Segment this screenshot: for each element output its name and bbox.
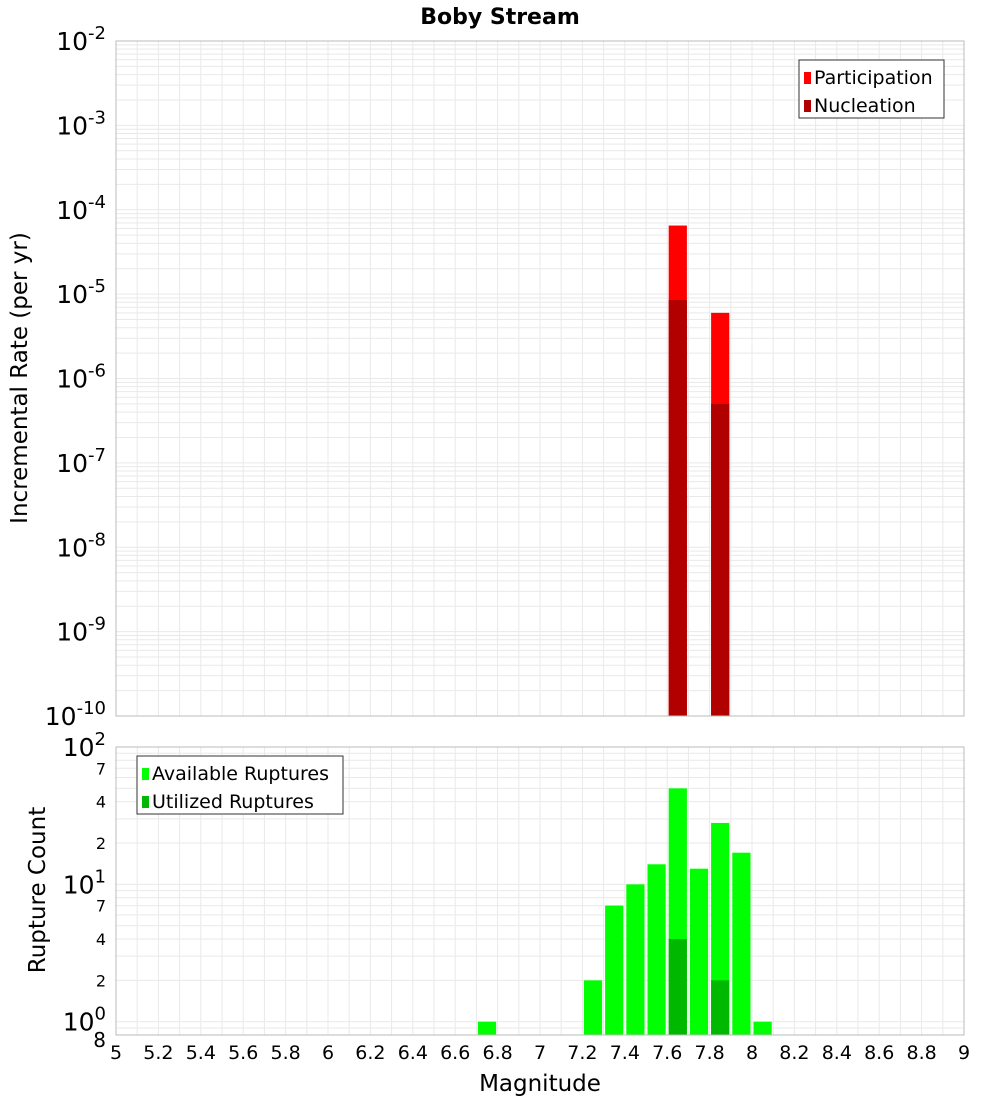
bar (583, 980, 603, 1035)
y-tick-label: 2 (96, 834, 106, 853)
bar (732, 852, 751, 1035)
x-tick-label: 8.4 (822, 1042, 852, 1064)
legend-swatch (142, 768, 149, 780)
x-tick-label: 9 (958, 1042, 970, 1064)
bar (711, 403, 730, 716)
x-tick-label: 5.4 (186, 1042, 216, 1064)
x-tick-label: 6 (322, 1042, 334, 1064)
top-plot-panel: 10-10 10-9 10-8 10-7 10-6 10-5 10-4 10-3 10-2 Par… (45, 23, 965, 731)
y-tick-label: 102 (63, 729, 106, 762)
x-tick-label: 5.6 (228, 1042, 258, 1064)
legend-label: Nucleation (814, 95, 916, 117)
y-tick-label: 2 (96, 971, 106, 990)
bottom-y-axis-label: Rupture Count (25, 807, 51, 973)
plot-frame (115, 746, 965, 1036)
x-tick-label: 6.2 (355, 1042, 385, 1064)
x-tick-label: 5.2 (143, 1042, 173, 1064)
y-gridlines (116, 752, 964, 1029)
y-tick-label: 100 (63, 1004, 106, 1037)
legend-box (136, 755, 344, 815)
bar (477, 1021, 497, 1035)
x-tick-label: 8.2 (779, 1042, 809, 1064)
y-gridlines (116, 44, 964, 692)
bar (711, 980, 730, 1035)
x-tick-label: 6.6 (440, 1042, 470, 1064)
x-axis-label: Magnitude (479, 1071, 601, 1097)
y-tick-label: 4 (96, 930, 106, 949)
y-tick-label: 10-6 (56, 361, 106, 394)
x-tick-label: 5 (110, 1042, 122, 1064)
top-y-axis-label: Incremental Rate (per yr) (7, 232, 33, 524)
legend-label: Utilized Ruptures (152, 791, 314, 813)
x-tick-label: 7.6 (652, 1042, 682, 1064)
legend-swatch (142, 796, 149, 808)
y-tick-label: 10-3 (56, 107, 106, 140)
y-tick-label: 10-7 (56, 445, 106, 478)
legend-swatch (804, 72, 811, 84)
series-utilized-ruptures (668, 939, 730, 1035)
y-tick-label: 7 (96, 897, 106, 916)
x-tick-label: 7 (534, 1042, 546, 1064)
y-tick-labels: 10-10 10-9 10-8 10-7 10-6 10-5 10-4 10-3 10-2 (45, 23, 106, 731)
bar (605, 905, 624, 1035)
y-tick-label: 10-5 (56, 276, 106, 309)
x-tick-label: 7.4 (610, 1042, 640, 1064)
x-tick-label: 7.2 (567, 1042, 597, 1064)
x-tick-label: 5.8 (270, 1042, 300, 1064)
x-tick-label: 6.4 (398, 1042, 428, 1064)
x-tick-label: 8.8 (906, 1042, 936, 1064)
chart-title: Boby Stream (420, 5, 580, 30)
x-tick-label: 8 (746, 1042, 758, 1064)
x-tick-label: 6.8 (482, 1042, 512, 1064)
y-tick-label: 10-10 (45, 698, 106, 731)
legend: Participation Nucleation (798, 59, 945, 119)
y-tick-label: 7 (96, 759, 106, 778)
y-tick-label: 8 (93, 1028, 106, 1052)
y-tick-label: 10-9 (56, 614, 106, 647)
bar (668, 939, 687, 1035)
bar (668, 300, 687, 716)
bar (647, 864, 666, 1035)
y-tick-label: 4 (96, 793, 106, 812)
x-tick-label: 8.6 (864, 1042, 894, 1064)
y-tick-label: 101 (63, 866, 106, 899)
series-nucleation (668, 300, 730, 716)
legend-label: Participation (814, 67, 933, 89)
x-tick-label: 7.8 (694, 1042, 724, 1064)
y-tick-label: 10-8 (56, 529, 106, 562)
legend-swatch (804, 100, 811, 112)
plot-frame (115, 40, 965, 717)
legend-label: Available Ruptures (152, 763, 329, 785)
legend-box (798, 59, 945, 119)
y-tick-label: 10-4 (56, 192, 106, 225)
y-tick-label: 10-2 (56, 23, 106, 56)
x-tick-labels: 5 5.2 5.4 5.6 5.8 6 6.2 6.4 6.6 6.8 7 7.2 7.4 7.6 7.8 8… (110, 1042, 970, 1064)
bar (689, 868, 709, 1035)
bar (753, 1021, 772, 1035)
legend: Available Ruptures Utilized Ruptures (136, 755, 344, 815)
bar (626, 884, 645, 1035)
